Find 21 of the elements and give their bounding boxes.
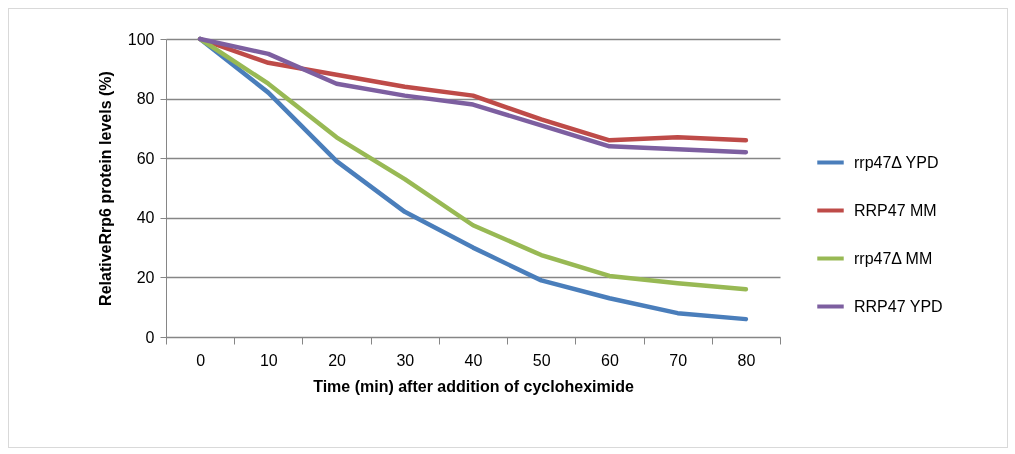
x-tick-label: 0 bbox=[196, 351, 206, 369]
x-tick-label: 70 bbox=[669, 351, 688, 369]
legend-label: RRP47 YPD bbox=[854, 297, 943, 315]
y-tick-label: 0 bbox=[145, 328, 155, 346]
y-tick-label: 80 bbox=[136, 90, 155, 108]
y-tick-label: 20 bbox=[136, 268, 155, 286]
legend-label: RRP47 MM bbox=[854, 201, 937, 219]
y-tick-label: 100 bbox=[127, 30, 155, 48]
y-tick-label: 60 bbox=[136, 149, 155, 167]
legend-label: rrp47Δ MM bbox=[854, 249, 933, 267]
y-axis-title: RelativeRrp6 protein levels (%) bbox=[96, 71, 114, 306]
y-tick-label: 40 bbox=[136, 209, 155, 227]
x-tick-label: 10 bbox=[259, 351, 278, 369]
x-tick-label: 60 bbox=[601, 351, 619, 369]
x-tick-label: 50 bbox=[532, 351, 551, 369]
legend-label: rrp47Δ YPD bbox=[854, 153, 939, 171]
x-tick-label: 40 bbox=[464, 351, 483, 369]
x-axis-title: Time (min) after addition of cycloheximide bbox=[313, 377, 634, 395]
x-tick-label: 30 bbox=[396, 351, 415, 369]
x-tick-label: 20 bbox=[328, 351, 347, 369]
x-tick-label: 80 bbox=[737, 351, 756, 369]
